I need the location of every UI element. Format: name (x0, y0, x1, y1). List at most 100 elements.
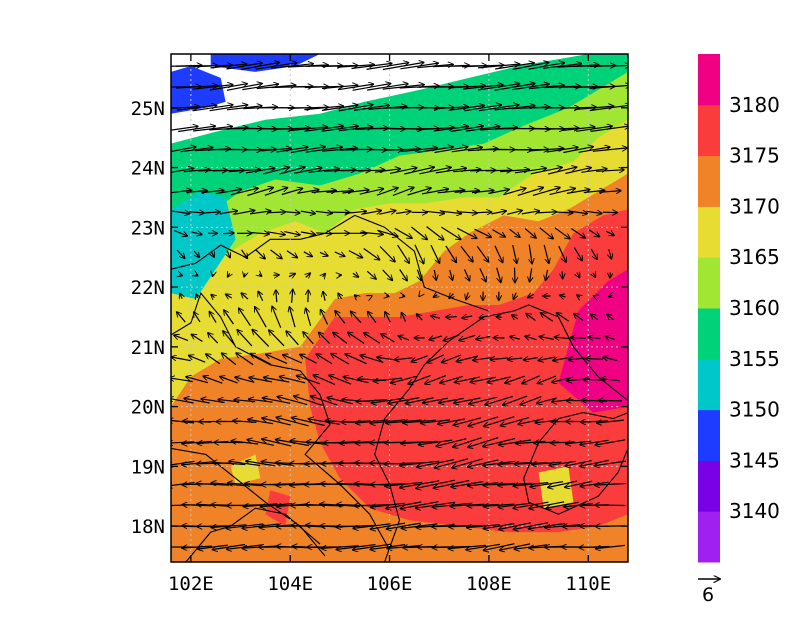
wind-vector-424 (220, 377, 238, 384)
wind-vector-270 (445, 245, 457, 263)
wind-vector-293 (366, 270, 376, 279)
wind-vector-246 (509, 228, 521, 237)
wind-vector-279 (590, 248, 597, 260)
wind-vector-78 (494, 106, 536, 111)
colorbar-swatch-9 (698, 104, 720, 157)
wind-vector-173 (230, 188, 258, 196)
wind-vector-186 (437, 190, 465, 193)
wind-vector-40 (337, 84, 374, 91)
wind-vector-292 (353, 273, 359, 277)
wind-vector-532 (595, 439, 626, 445)
wind-vector-356 (479, 316, 487, 318)
wind-vector-404 (345, 354, 367, 365)
wind-vector-189 (488, 189, 509, 195)
y-tick-label-3: 20N (131, 397, 165, 419)
wind-vector-422 (186, 377, 209, 384)
wind-vectors (171, 62, 628, 550)
wind-vector-83 (574, 106, 614, 111)
wind-vector-20 (461, 65, 504, 67)
wind-vector-47 (448, 86, 486, 88)
wind-vector-266 (379, 246, 395, 262)
wind-vector-286 (259, 274, 262, 276)
colorbar-label-5: 3160 (729, 296, 780, 320)
wind-vector-203 (266, 212, 286, 213)
wind-vector-114 (180, 148, 213, 153)
wind-vector-109 (545, 128, 579, 129)
wind-vector-145 (228, 169, 260, 171)
wind-vector-437 (425, 375, 447, 384)
wind-vector-351 (401, 312, 405, 322)
wind-vector-150 (308, 169, 340, 173)
wind-vector-505 (171, 442, 195, 443)
wind-vector-48 (462, 85, 503, 90)
wind-vector-34 (242, 84, 278, 91)
wind-vector-112 (590, 126, 628, 132)
wind-vector-102 (433, 126, 469, 132)
wind-vector-504 (596, 420, 624, 423)
wind-vector-388 (539, 336, 555, 339)
wind-vector-113 (171, 147, 196, 153)
wind-vector-373 (303, 332, 314, 345)
wind-vector-336 (609, 296, 612, 297)
wind-vector-208 (345, 211, 366, 213)
wind-vector-14 (366, 63, 409, 70)
wind-vector-391 (588, 337, 601, 339)
wind-vector-382 (443, 334, 460, 341)
wind-vector-458 (311, 396, 338, 406)
y-tick-label-2: 19N (131, 456, 165, 478)
colorbar-label-4: 3155 (729, 347, 780, 371)
wind-vector-214 (440, 211, 462, 214)
wind-vector-401 (300, 354, 317, 364)
wind-vector-275 (529, 244, 532, 264)
x-tick-label-4: 108E (466, 573, 512, 595)
colorbar-label-6: 3165 (729, 245, 780, 269)
wind-vector-190 (503, 188, 526, 196)
wind-vector-192 (532, 188, 560, 196)
wind-vector-128 (401, 148, 437, 153)
wind-vector-6 (241, 62, 279, 71)
wind-vector-66 (304, 106, 343, 111)
wind-vector-138 (563, 147, 593, 154)
wind-vector-392 (605, 336, 616, 340)
wind-vector-560 (594, 460, 627, 466)
wind-vector-22 (495, 63, 534, 70)
wind-vector-259 (270, 249, 283, 259)
wind-vector-254 (193, 250, 199, 257)
wind-vector-448 (600, 379, 620, 381)
wind-vector-93 (288, 127, 328, 132)
wind-vector-376 (348, 332, 365, 344)
wind-vector-232 (284, 232, 300, 235)
wind-vector-413 (490, 358, 508, 360)
wind-vector-493 (420, 419, 451, 423)
wind-vector-310 (196, 294, 198, 298)
wind-vector-362 (573, 314, 584, 321)
wind-vector-68 (338, 105, 373, 112)
wind-vector-441 (487, 376, 511, 383)
wind-vector-205 (300, 211, 316, 214)
wind-vector-671 (579, 547, 610, 548)
wind-vector-32 (209, 84, 247, 91)
wind-vector-137 (546, 147, 578, 153)
wind-vector-398 (250, 354, 271, 365)
wind-vector-4 (210, 64, 247, 69)
wind-vector-430 (313, 375, 336, 385)
wind-vector-423 (203, 376, 223, 384)
wind-vector-366 (191, 334, 203, 343)
wind-vector-147 (263, 167, 289, 175)
wind-vector-305 (562, 271, 563, 278)
wind-vector-311 (211, 295, 215, 298)
wind-vector-354 (446, 317, 457, 318)
wind-vector-111 (576, 126, 612, 132)
wind-vector-87 (192, 126, 232, 132)
wind-vector-348 (351, 311, 362, 324)
wind-vector-492 (403, 420, 437, 423)
wind-vector-347 (335, 311, 346, 324)
wind-vector-198 (189, 212, 204, 213)
wind-vector-272 (476, 246, 488, 262)
wind-vector-240 (411, 226, 427, 240)
wind-vector-313 (241, 293, 249, 300)
wind-vector-15 (382, 62, 424, 71)
wind-vector-304 (546, 269, 548, 281)
wind-vector-103 (450, 126, 484, 133)
wind-vector-415 (523, 358, 538, 360)
